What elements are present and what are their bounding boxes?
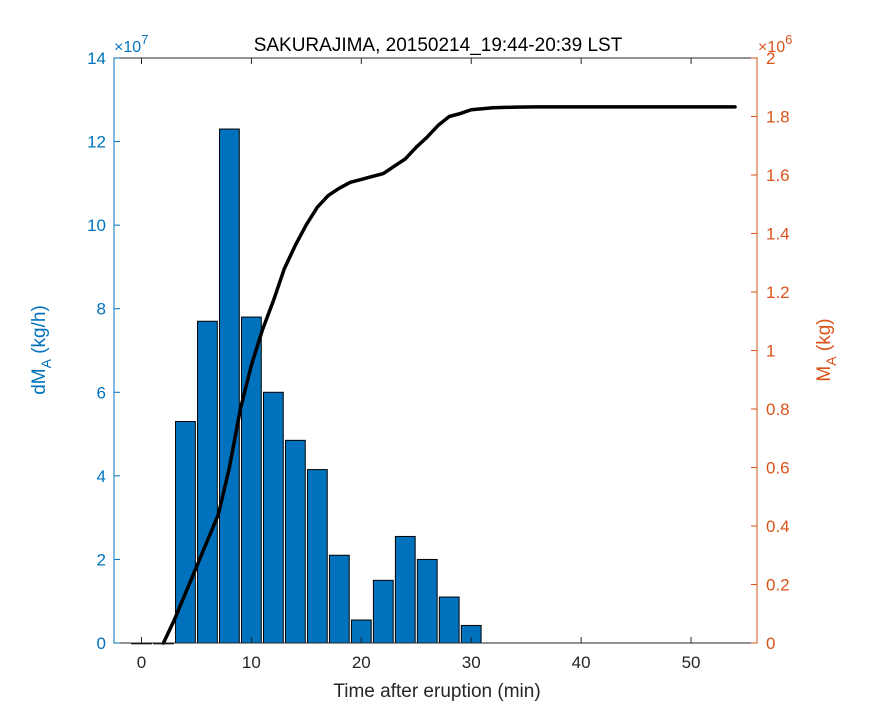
right-y-label-main: M: [814, 366, 835, 382]
bar: [219, 128, 240, 644]
right-tick-label: 0.8: [766, 400, 790, 419]
cumulative-mass-line: [161, 105, 737, 645]
left-tick-label: 8: [97, 300, 106, 319]
left-multiplier-exponent: 7: [141, 32, 148, 47]
x-tick-label: 10: [242, 653, 261, 672]
bar: [197, 320, 218, 644]
right-tick-label: 2: [766, 49, 775, 68]
left-tick-label: 12: [87, 133, 106, 152]
right-tick-label: 0.2: [766, 576, 790, 595]
bar: [372, 579, 394, 644]
bar: [328, 554, 350, 644]
x-axis-label: Time after eruption (min): [333, 681, 540, 702]
bar: [262, 391, 284, 644]
x-tick-label: 30: [462, 653, 481, 672]
right-tick-label: 1.8: [766, 108, 790, 127]
right-tick-label: 1.2: [766, 283, 790, 302]
bar: [284, 439, 306, 644]
bars-layer: [131, 128, 482, 645]
left-axis-multiplier: ×107: [114, 32, 148, 56]
axes-layer: 0 10 20 30 40 50 0 2 4 6 8 10 12 14 0 0.2 0.4 0.6 0.8 1 1.2 1…: [87, 49, 790, 672]
x-tick-label: 50: [682, 653, 701, 672]
x-tick-label: 40: [572, 653, 591, 672]
bar: [416, 558, 438, 644]
left-y-label-units: (kg/h): [29, 305, 50, 359]
right-axis-multiplier: ×106: [758, 32, 792, 56]
bar: [306, 469, 328, 644]
left-multiplier-base: ×10: [114, 39, 141, 56]
right-tick-label: 1: [766, 342, 775, 361]
left-y-label-sub: A: [38, 358, 54, 368]
right-y-label-units: (kg): [814, 318, 835, 356]
bar: [394, 535, 416, 644]
bar: [438, 596, 460, 644]
left-tick-label: 0: [97, 634, 106, 653]
left-tick-label: 14: [87, 49, 106, 68]
right-tick-label: 0.6: [766, 459, 790, 478]
right-tick-label: 0.4: [766, 517, 790, 536]
right-tick-label: 1.6: [766, 166, 790, 185]
right-tick-label: 1.4: [766, 225, 790, 244]
right-y-label-sub: A: [823, 356, 839, 366]
right-tick-label: 0: [766, 634, 775, 653]
left-y-axis-label: dMA (kg/h): [29, 305, 54, 395]
x-tick-label: 0: [137, 653, 146, 672]
line-layer: [161, 105, 737, 645]
left-tick-label: 10: [87, 216, 106, 235]
left-tick-label: 6: [97, 383, 106, 402]
chart-title: SAKURAJIMA, 20150214_19:44-20:39 LST: [254, 35, 623, 56]
x-tick-label: 20: [352, 653, 371, 672]
right-multiplier-exponent: 6: [785, 32, 792, 47]
left-tick-label: 2: [97, 550, 106, 569]
left-tick-label: 4: [97, 467, 106, 486]
right-multiplier-base: ×10: [758, 39, 785, 56]
right-y-axis-label: MA (kg): [814, 318, 839, 381]
left-y-label-main: dM: [29, 368, 50, 394]
